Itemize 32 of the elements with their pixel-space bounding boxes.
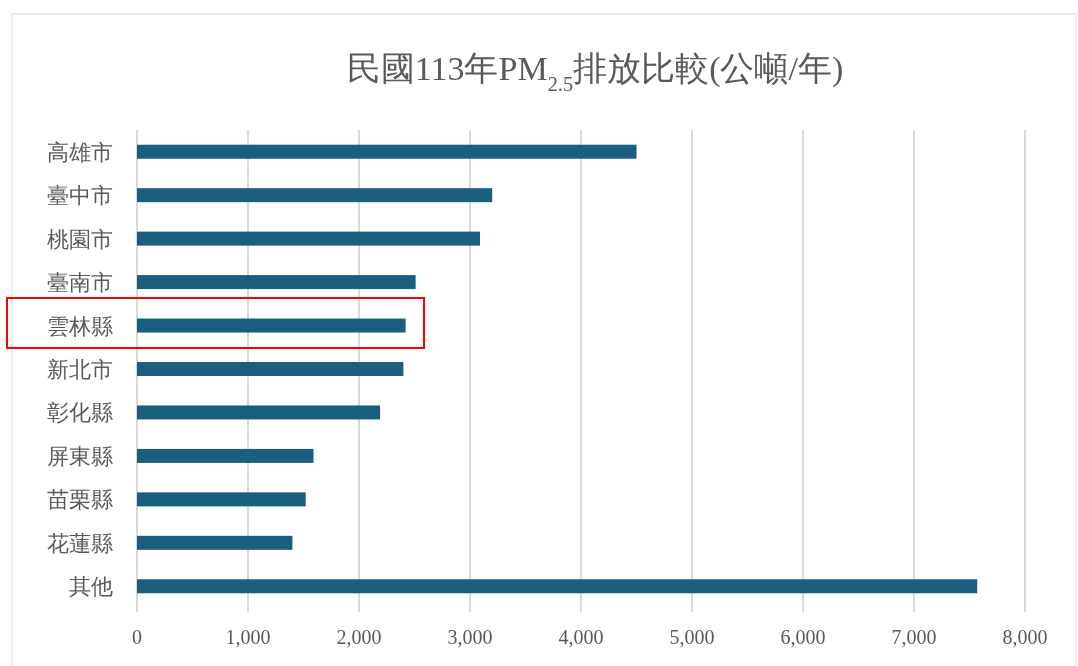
bar bbox=[137, 318, 406, 333]
x-tick-label: 2,000 bbox=[336, 626, 382, 648]
bar bbox=[137, 275, 416, 290]
x-tick-label: 4,000 bbox=[558, 626, 604, 648]
x-tick-label: 6,000 bbox=[780, 626, 826, 648]
x-tick-label: 3,000 bbox=[447, 626, 493, 648]
y-tick-label: 臺南市 bbox=[47, 270, 113, 296]
y-tick-label: 花蓮縣 bbox=[47, 530, 113, 556]
y-tick-label: 雲林縣 bbox=[47, 313, 113, 339]
bar bbox=[137, 492, 306, 507]
x-tick-label: 0 bbox=[132, 626, 142, 648]
x-tick-label: 1,000 bbox=[225, 626, 271, 648]
y-tick-label: 桃園市 bbox=[47, 226, 113, 252]
x-tick-label: 8,000 bbox=[1002, 626, 1048, 648]
bar bbox=[137, 448, 314, 463]
y-tick-label: 新北市 bbox=[47, 357, 113, 382]
x-tick-label: 7,000 bbox=[891, 626, 937, 648]
bar bbox=[137, 362, 404, 376]
bar bbox=[137, 231, 480, 246]
bar bbox=[137, 188, 493, 203]
x-tick-label: 5,000 bbox=[669, 626, 715, 648]
bar bbox=[137, 535, 293, 550]
y-tick-label: 臺中市 bbox=[47, 183, 113, 209]
y-tick-label: 高雄市 bbox=[47, 139, 113, 165]
y-tick-label: 彰化縣 bbox=[47, 400, 113, 426]
bar bbox=[137, 579, 978, 594]
y-tick-label: 屏東縣 bbox=[47, 443, 113, 469]
y-tick-label: 其他 bbox=[69, 574, 113, 600]
bar bbox=[137, 405, 381, 420]
chart-title: 民國113年PM$_{2.5}$排放比較(公噸/年) bbox=[346, 50, 844, 95]
y-tick-label: 苗栗縣 bbox=[47, 487, 113, 513]
bar bbox=[137, 144, 637, 159]
